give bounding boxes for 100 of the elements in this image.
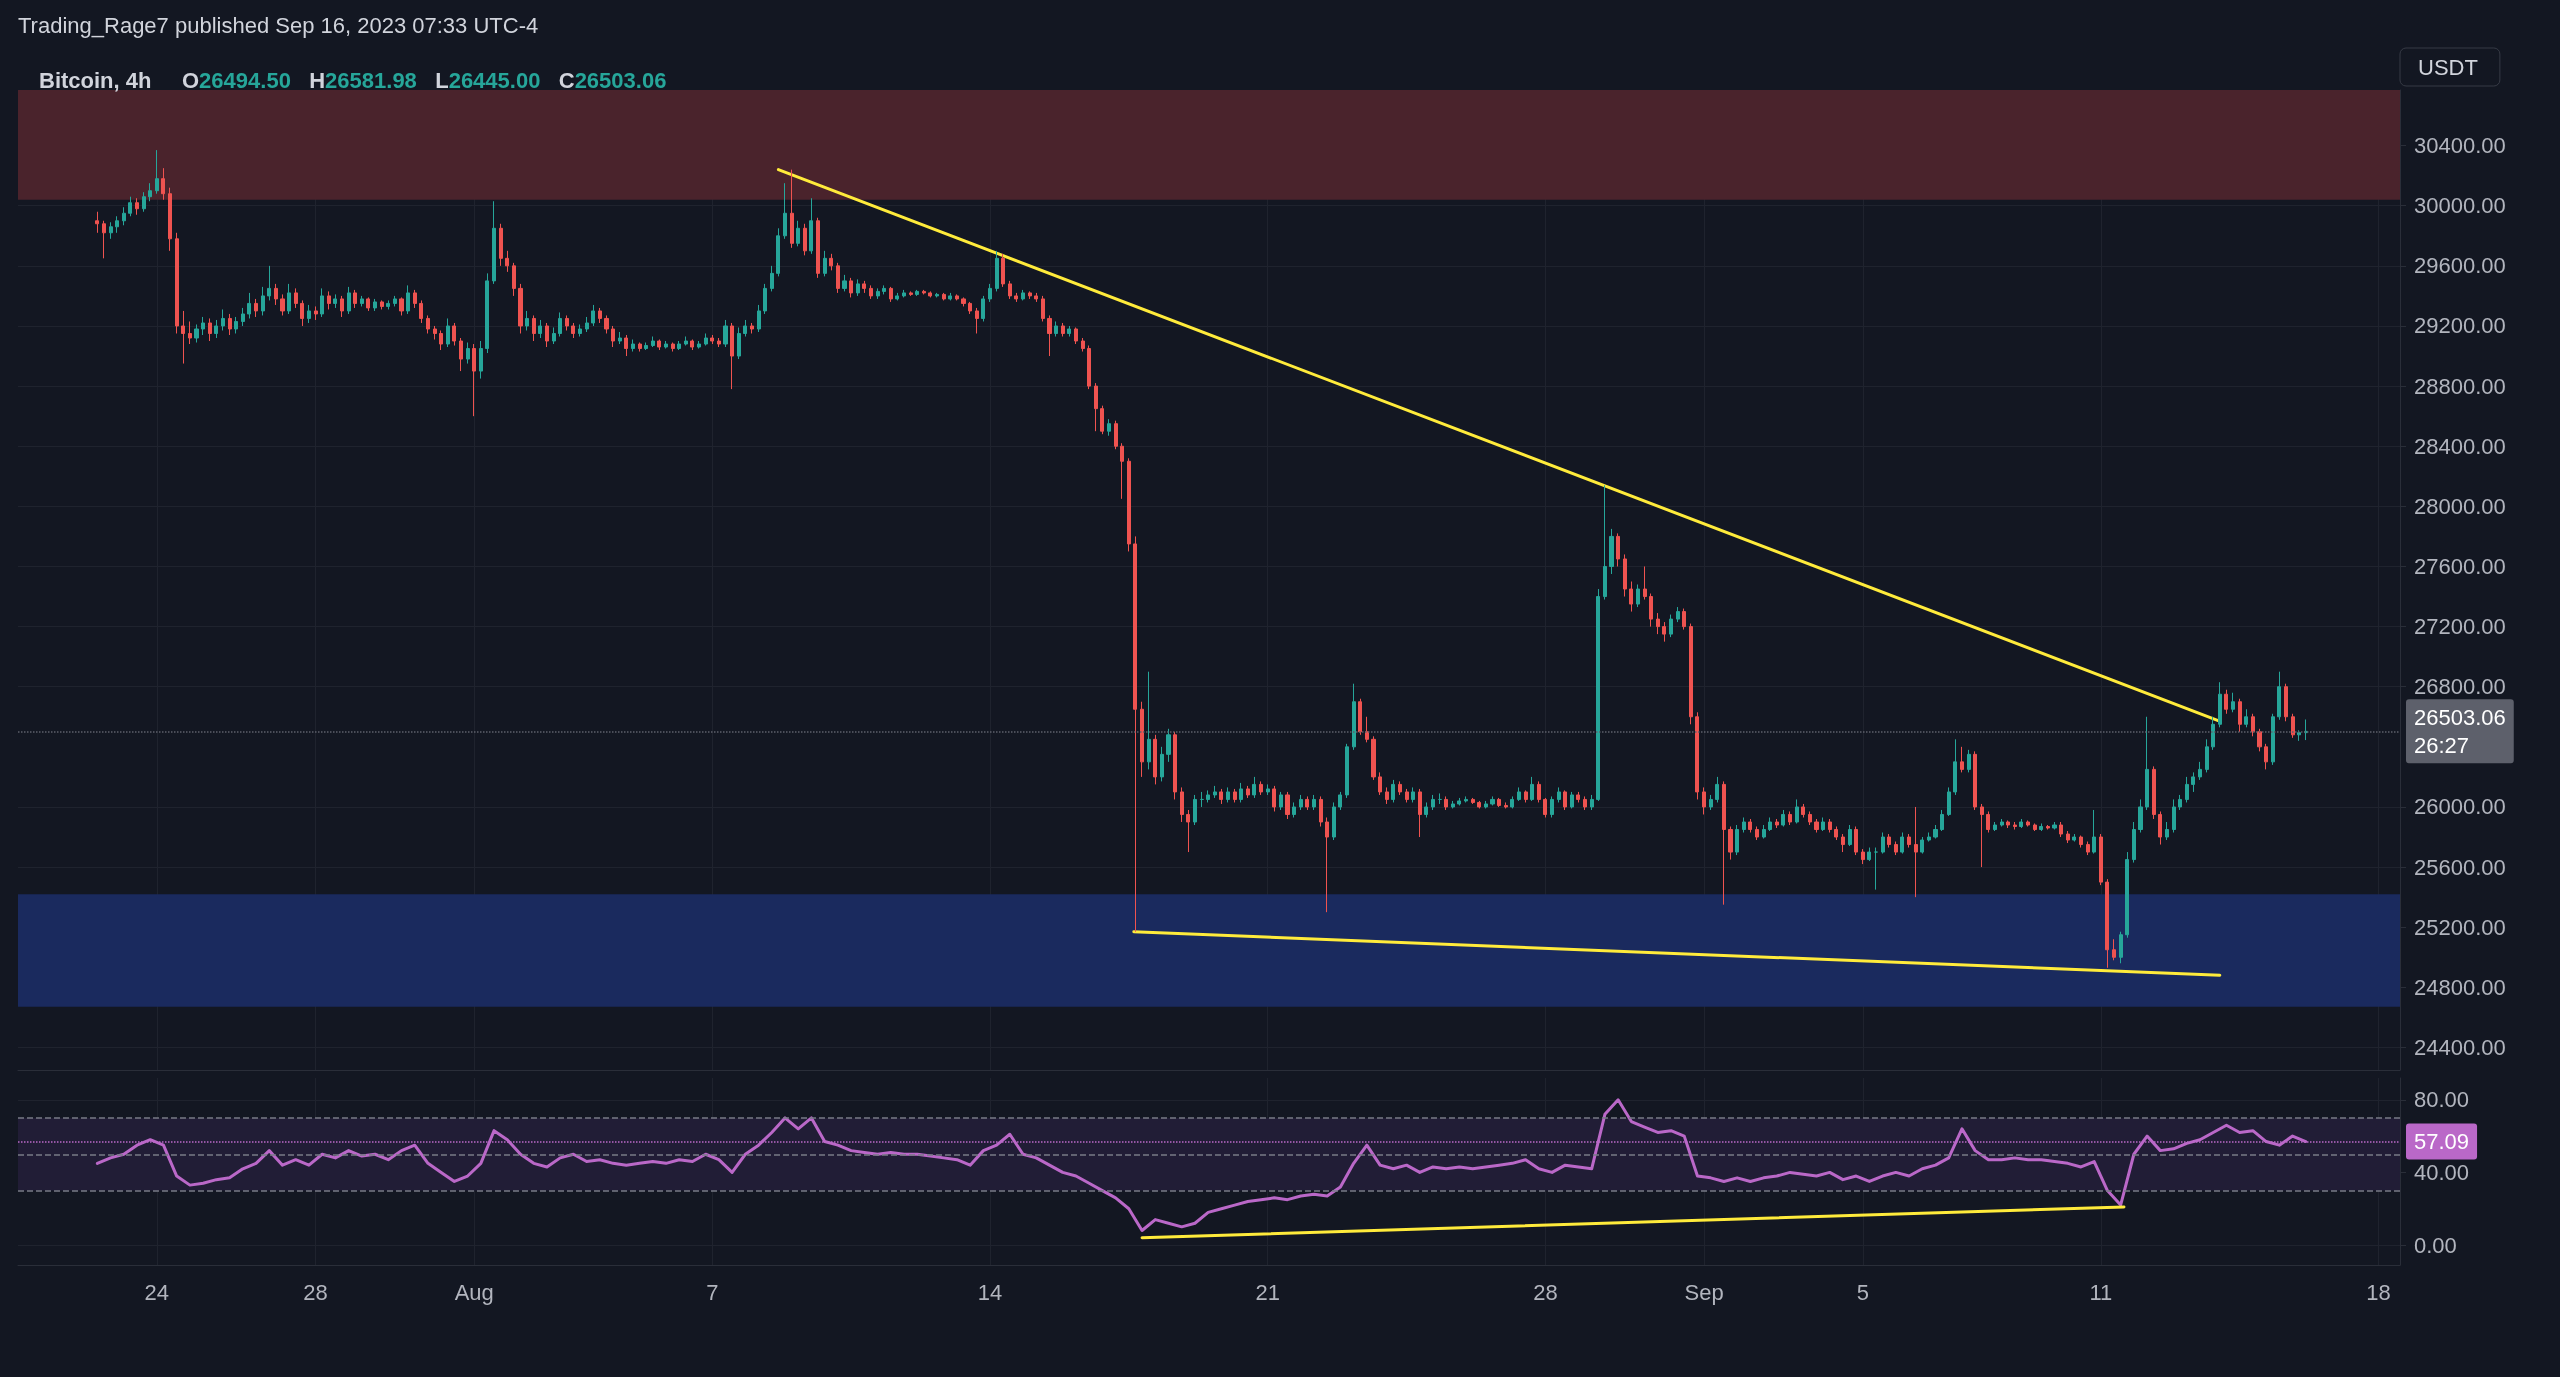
y-tick-label: 80.00 [2414,1087,2470,1113]
candlestick [300,299,304,327]
candlestick [1153,734,1157,785]
candlestick [2112,938,2116,961]
candlestick [181,310,185,365]
candlestick [776,227,780,277]
candlestick [208,317,212,342]
candlestick [955,293,959,301]
x-tick-label: Aug [454,1279,494,1305]
candlestick [327,290,331,310]
y-tick-label: 28800.00 [2414,373,2506,399]
candlestick [684,336,688,347]
candlestick [598,307,602,324]
candlestick [2019,818,2023,829]
candlestick [1325,816,1329,913]
candlestick [1603,484,1607,601]
candlestick [578,323,582,337]
candlestick [942,292,946,301]
candlestick [909,290,913,297]
candlestick [671,342,675,353]
candlestick [1200,791,1204,808]
candlestick [347,286,351,315]
candlestick [618,331,622,345]
candlestick [1014,292,1018,303]
candlestick [922,289,926,295]
candlestick [677,340,681,351]
candlestick [2105,878,2109,969]
candlestick [1490,795,1495,806]
candlestick [1047,314,1052,357]
candlestick [518,283,523,334]
candlestick [2046,824,2050,831]
candlestick [1563,789,1567,811]
candlestick [320,287,324,318]
candlestick [234,316,238,334]
candlestick [446,317,450,348]
candlestick [981,295,985,322]
candlestick [314,305,318,321]
candlestick [1054,320,1058,337]
candlestick [1391,779,1395,803]
candlestick [1576,791,1580,803]
candlestick [1742,816,1746,834]
candlestick [194,323,199,344]
candlestick [373,298,377,312]
candlestick [1914,806,1918,898]
candlestick [1424,801,1428,818]
candlestick [333,293,337,309]
candlestick [161,167,165,201]
candlestick [1933,824,1938,840]
candlestick [485,272,489,354]
x-tick-label: 21 [1255,1279,1280,1305]
candlestick [1643,565,1647,601]
candlestick [1100,405,1104,435]
candlestick [968,301,972,315]
candlestick [856,278,860,297]
candlestick [1418,788,1422,838]
candlestick [803,223,807,256]
candlestick [380,299,384,310]
candlestick [664,340,668,350]
candlestick [644,342,648,351]
candlestick [1682,608,1686,631]
candlestick [1385,786,1389,805]
candlestick [439,329,443,351]
candlestick [876,287,880,300]
candlestick [2218,681,2222,728]
candlestick [737,326,741,360]
candlestick [175,232,179,334]
candlestick [499,223,503,267]
candlestick [770,265,774,292]
candlestick [1927,832,1931,843]
candlestick [1305,795,1309,811]
candlestick [1755,826,1759,841]
candlestick [1795,798,1799,824]
candlestick [353,289,357,309]
candlestick [1537,780,1541,803]
candlestick [1583,795,1587,811]
candlestick [466,342,470,365]
candlestick [2257,728,2262,752]
candlestick [1788,810,1792,826]
y-tick-label: 28400.00 [2414,433,2506,459]
candlestick [1484,800,1488,809]
candlestick [2238,698,2242,733]
y-tick-label: 27600.00 [2414,553,2506,579]
candlestick [1524,789,1528,803]
candlestick [743,319,747,337]
x-tick-label: 14 [977,1279,1003,1305]
candlestick [889,286,893,303]
candlestick [1266,783,1270,796]
candlestick [545,322,549,348]
y-tick-label: 29200.00 [2414,313,2506,339]
candlestick [188,320,192,345]
candlestick [1616,532,1620,567]
candlestick [2277,671,2281,721]
candlestick [565,314,569,331]
candlestick [935,292,939,298]
candlestick [796,220,800,247]
candlestick [95,211,99,234]
candlestick [1133,535,1137,933]
ref-line-label: 26503.06 26:27 [2414,704,2506,758]
chart-subtitle: O26494.50 H26581.98 L26445.00 C26503.06 [182,67,667,93]
candlestick [690,339,694,351]
